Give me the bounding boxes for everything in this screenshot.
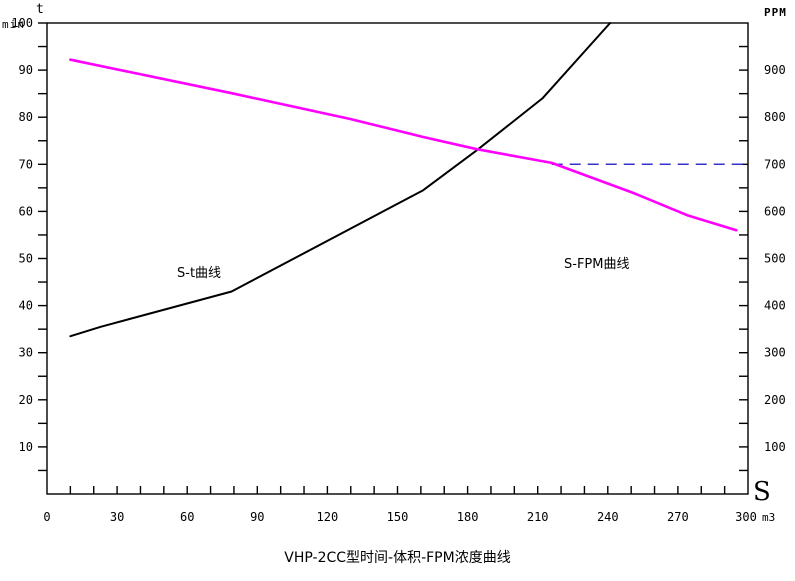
right-axis-tick-label: 600 — [764, 204, 786, 218]
left-axis-tick-label: 30 — [19, 346, 33, 360]
left-axis-tick-label: 40 — [19, 299, 33, 313]
left-axis-tick-label: 80 — [19, 110, 33, 124]
curve-s-fpm — [69, 58, 738, 232]
right-axis-tick-label: 500 — [764, 252, 786, 266]
right-axis-title: PPM — [764, 6, 787, 19]
right-axis-tick-label: 200 — [764, 393, 786, 407]
right-axis-tick-label: 800 — [764, 110, 786, 124]
curve-s-t — [69, 22, 612, 338]
left-axis-title: t — [36, 2, 44, 17]
left-axis-tick-label: 10 — [19, 440, 33, 454]
left-axis-tick-label: 20 — [19, 393, 33, 407]
x-axis-tick-label: 210 — [527, 510, 549, 524]
left-axis-tick-label: 50 — [19, 252, 33, 266]
x-axis-tick-label: 120 — [317, 510, 339, 524]
right-axis-tick-label: 700 — [764, 157, 786, 171]
x-axis-tick-label: 150 — [387, 510, 409, 524]
right-axis-tick-label: 400 — [764, 299, 786, 313]
left-axis-unit: min — [2, 18, 25, 31]
x-axis-tick-label: 300 — [735, 510, 757, 524]
x-axis-tick-label: 90 — [250, 510, 264, 524]
chart-title: VHP-2CC型时间-体积-FPM浓度曲线 — [284, 550, 511, 566]
x-axis-tick-label: 0 — [43, 510, 50, 524]
curve-label-s-t: S-t曲线 — [177, 266, 222, 281]
x-axis-tick-label: 240 — [597, 510, 619, 524]
left-axis-tick-label: 100 — [11, 16, 33, 30]
x-axis-tick-label: 60 — [180, 510, 194, 524]
curve-label-s-fpm: S-FPM曲线 — [564, 257, 630, 272]
right-axis-tick-label: 900 — [764, 63, 786, 77]
left-axis-tick-label: 60 — [19, 204, 33, 218]
x-axis-tick-label: 30 — [110, 510, 124, 524]
right-axis-tick-label: 100 — [764, 440, 786, 454]
x-axis-letter: S — [753, 477, 771, 507]
right-axis-tick-label: 300 — [764, 346, 786, 360]
plot-frame — [46, 22, 749, 495]
x-axis-unit: m3 — [762, 511, 776, 524]
left-axis-tick-label: 90 — [19, 63, 33, 77]
x-axis-tick-label: 180 — [457, 510, 479, 524]
x-axis-tick-label: 270 — [667, 510, 689, 524]
left-axis-tick-label: 70 — [19, 157, 33, 171]
